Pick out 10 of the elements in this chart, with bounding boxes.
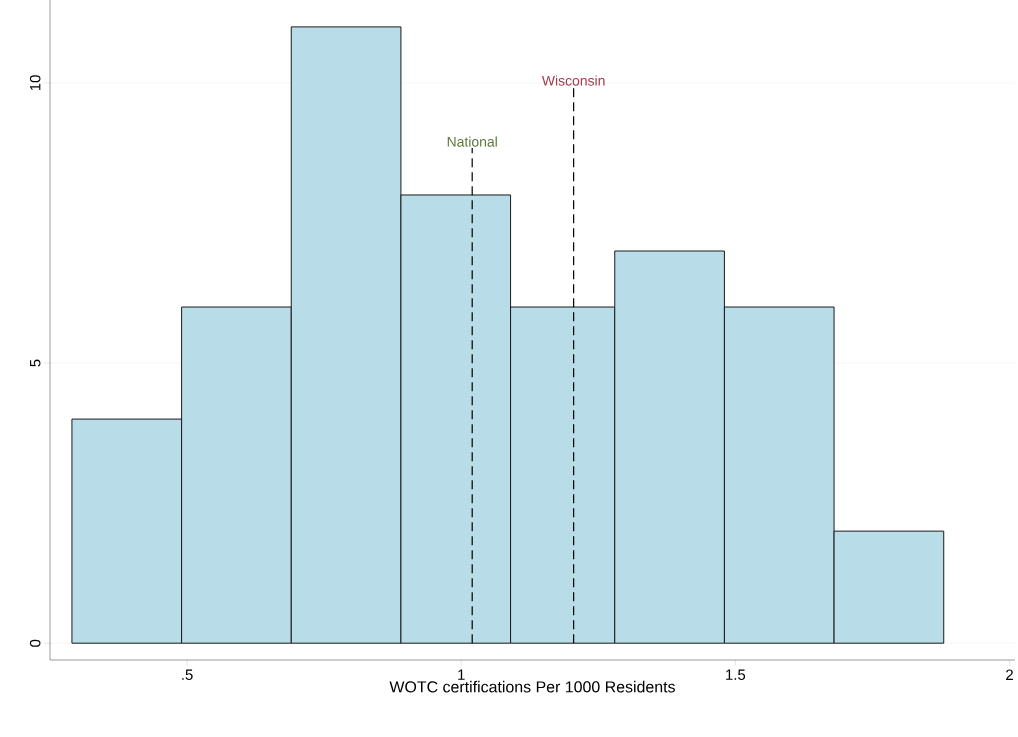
- y-tick-label: 10: [29, 75, 41, 91]
- x-tick-label: 2: [1006, 669, 1013, 680]
- x-tick-label: 1: [458, 669, 465, 680]
- ref-line-label: Wisconsin: [541, 75, 605, 86]
- x-axis-title: WOTC certifications Per 1000 Residents: [389, 680, 675, 693]
- y-tick-label: 0: [29, 639, 41, 647]
- x-tick-label: .5: [182, 669, 193, 680]
- ref-line-label: National: [447, 136, 497, 147]
- x-tick-label: 1.5: [726, 669, 746, 680]
- y-tick-label: 5: [30, 359, 41, 367]
